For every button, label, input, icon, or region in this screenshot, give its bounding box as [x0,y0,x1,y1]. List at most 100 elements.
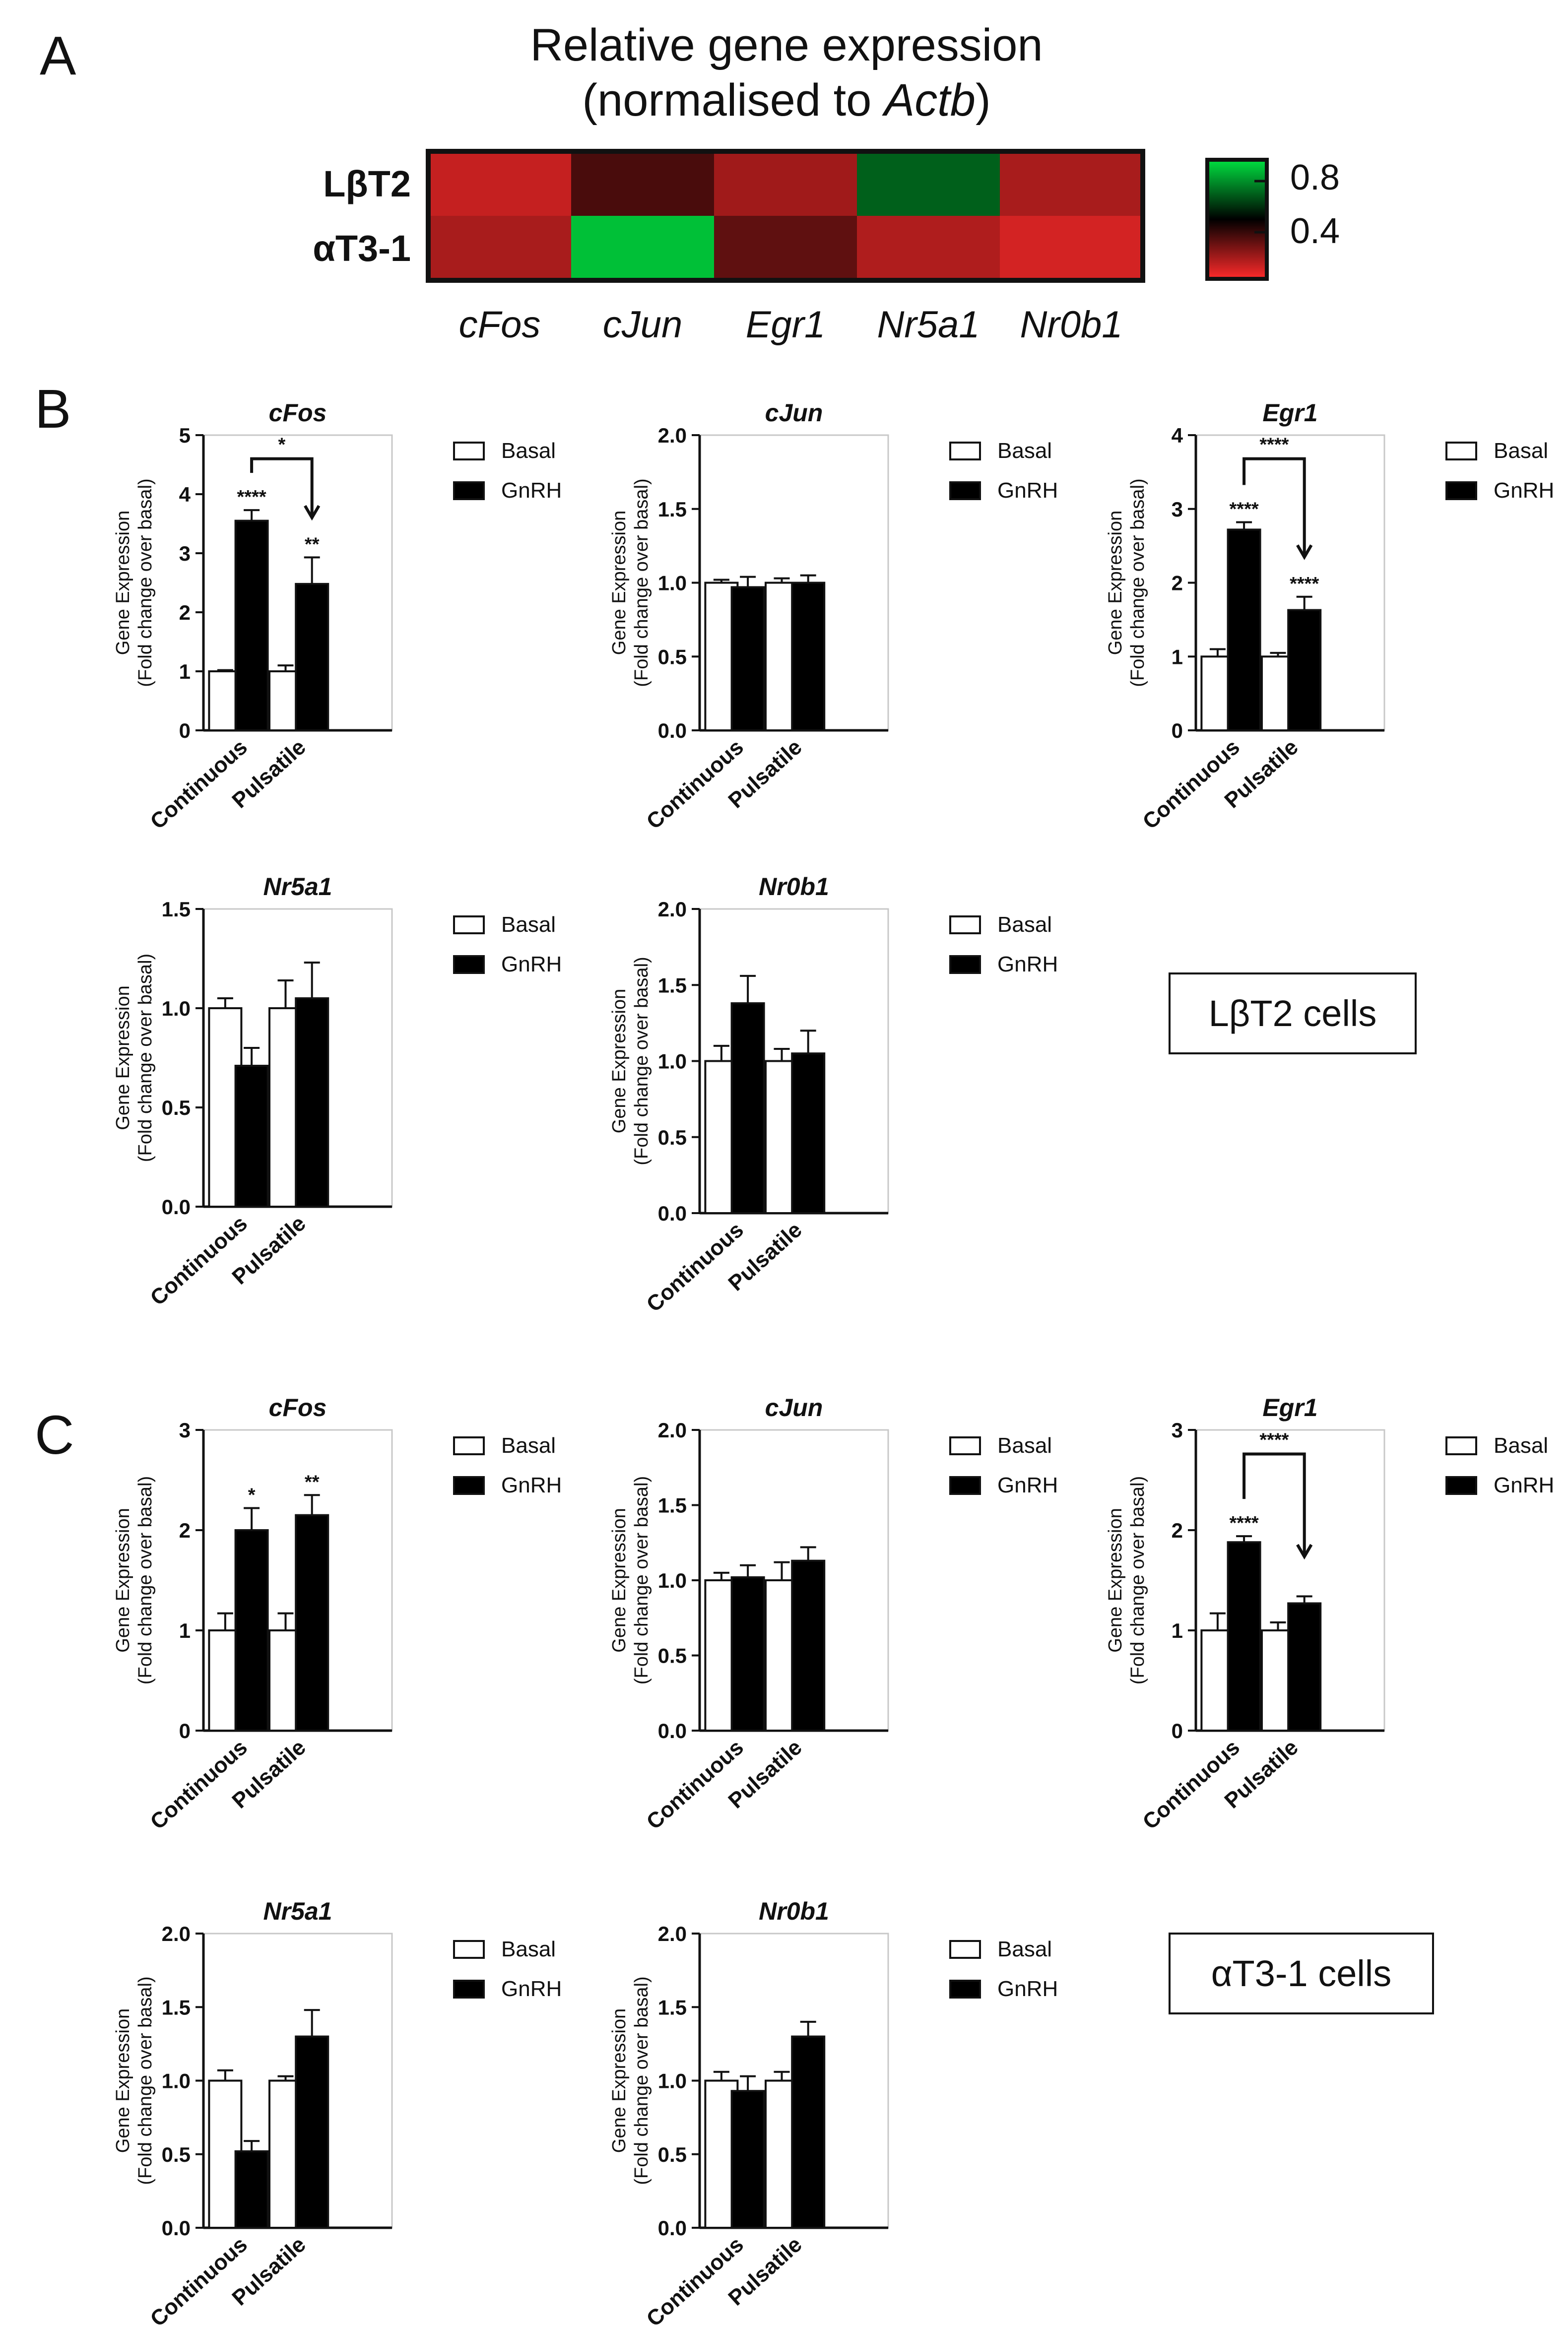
legend-label-basal: Basal [501,439,556,463]
y-tick-label: 3 [179,542,191,565]
heatmap-cell [428,151,571,216]
y-tick-label: 2.0 [162,1922,191,1945]
bar-gnrh [1287,1602,1322,1732]
bar-gnrh [234,1529,269,1732]
significance-label: **** [237,487,266,508]
y-tick-label: 1.5 [658,973,687,997]
legend-swatch-gnrh [949,1476,981,1495]
y-axis-label: (Fold change over basal) [631,478,652,687]
y-tick-label: 0.0 [658,2216,687,2240]
y-tick-label: 1.0 [658,1050,687,1073]
legend-label-gnrh: GnRH [997,952,1058,976]
y-tick-label: 1.5 [658,1494,687,1517]
y-tick-label: 2.0 [658,898,687,921]
y-tick-label: 0.0 [162,2216,191,2240]
y-tick-label: 0 [179,1719,191,1743]
y-tick-label: 2.0 [658,1419,687,1442]
cell-label-C: αT3-1 cells [1169,1933,1434,2014]
chart-B-Egr1: Egr1 0 1 2 3 4 Gene Expression (Fold change ove… [1105,399,1554,834]
heatmap-cell [1000,151,1143,216]
y-axis-label: (Fold change over basal) [631,957,652,1165]
legend-swatch-gnrh [949,955,981,974]
heatmap-row-label: αT3-1 [313,228,411,269]
bracket-label: **** [1259,435,1289,455]
y-tick-label: 1.5 [658,1996,687,2019]
y-tick-label: 0.0 [658,719,687,742]
significance-label: * [248,1485,256,1506]
colorbar-tick-label: 0.4 [1290,211,1340,251]
legend-label-gnrh: GnRH [997,1977,1058,2001]
bar-gnrh [730,586,765,732]
chart-B-Nr5a1: Nr5a1 0.0 0.5 1.0 1.5 Gene Expression (Fold ch… [113,873,562,1310]
chart-B-Nr0b1: Nr0b1 0.0 0.5 1.0 1.5 2.0 Gene Expression (Fold… [609,873,1058,1317]
bar-gnrh [1227,528,1261,732]
y-tick-label: 0 [1172,719,1183,742]
y-tick-label: 1 [179,660,191,683]
x-tick-label: Continuous [145,1735,252,1834]
heatmap-column-label: Egr1 [746,304,826,346]
y-tick-label: 4 [1172,424,1183,447]
heatmap-cell [571,151,714,216]
heatmap-colorbar [1205,158,1269,281]
heatmap-column-label: cJun [603,304,683,346]
legend-swatch-gnrh [453,481,485,500]
heatmap-title: Relative gene expression [530,20,1043,70]
y-tick-label: 2 [1172,1519,1183,1542]
y-tick-label: 1.0 [658,2069,687,2093]
bar-gnrh [295,997,329,1208]
y-axis-label: Gene Expression [609,511,630,655]
legend-label-basal: Basal [997,439,1052,463]
y-tick-label: 1.0 [658,572,687,595]
legend-label-basal: Basal [1494,1433,1548,1458]
heatmap-cell [857,151,1000,216]
legend-swatch-gnrh [1445,481,1477,500]
legend-swatch-basal [453,915,485,934]
legend-label-basal: Basal [501,912,556,937]
y-tick-label: 2.0 [658,424,687,447]
y-axis-label: (Fold change over basal) [135,1476,156,1684]
y-axis-label: Gene Expression [1105,511,1126,655]
bracket-arrowhead [1296,1544,1313,1560]
y-axis-label: Gene Expression [113,1508,133,1653]
panel-label-C: C [35,1405,74,1466]
y-tick-label: 0 [1172,1719,1183,1743]
heatmap-cell [714,151,857,216]
y-axis-label: Gene Expression [609,1508,630,1653]
heatmap-cell [857,216,1000,280]
heatmap-cell [571,216,714,280]
heatmap-cell [1000,216,1143,280]
x-tick-label: Continuous [642,1218,748,1317]
y-tick-label: 1.0 [658,1569,687,1592]
y-axis-label: Gene Expression [609,989,630,1134]
significance-label: **** [1230,1513,1259,1534]
chart-title: cFos [269,399,327,427]
legend-swatch-basal [1445,1436,1477,1455]
legend-label-gnrh: GnRH [501,1473,562,1497]
x-tick-label: Continuous [145,1211,252,1310]
y-tick-label: 1 [1172,645,1183,668]
y-tick-label: 4 [179,483,191,506]
bar-gnrh [234,2150,269,2229]
significance-bracket [250,457,314,518]
y-tick-label: 1.5 [162,898,191,921]
y-axis-label: (Fold change over basal) [135,954,156,1162]
y-tick-label: 2 [179,1519,191,1542]
bar-gnrh [791,1052,826,1215]
x-tick-label: Continuous [1138,1735,1244,1834]
bar-gnrh [295,582,329,731]
chart-title: Nr0b1 [759,1897,829,1925]
panel-label-B: B [35,379,71,440]
legend-swatch-basal [949,442,981,460]
x-tick-label: Continuous [642,2232,748,2325]
x-tick-label: Continuous [145,735,252,834]
y-axis-label: Gene Expression [1105,1508,1126,1653]
legend-swatch-basal [949,1436,981,1455]
y-tick-label: 0.5 [658,2143,687,2166]
legend-swatch-gnrh [1445,1476,1477,1495]
legend-swatch-gnrh [453,1476,485,1495]
y-tick-label: 1.0 [162,2069,191,2093]
y-tick-label: 3 [1172,1419,1183,1442]
